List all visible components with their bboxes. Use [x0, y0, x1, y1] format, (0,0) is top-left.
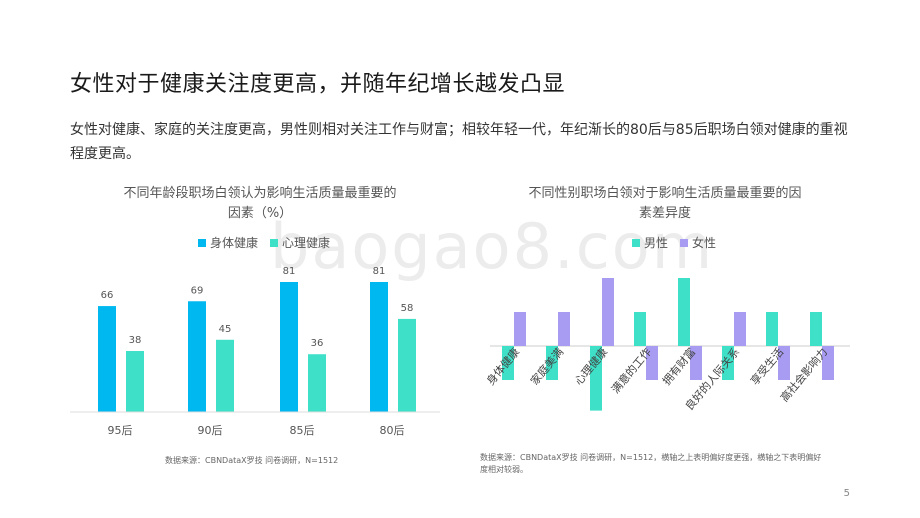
- legend-item-mental: 心理健康: [270, 234, 330, 251]
- legend-label-male: 男性: [644, 236, 669, 250]
- left-chart-title-line2: 因素（%）: [227, 206, 293, 221]
- page-number: 5: [843, 488, 850, 499]
- right-legend: 男性 女性: [632, 234, 716, 251]
- bar-85后-心理健康: [308, 354, 326, 412]
- legend-swatch-male: [632, 238, 640, 247]
- bar-80后-身体健康: [370, 282, 388, 412]
- bar-良好的人际关系-女性: [734, 312, 746, 346]
- bar-满意的工作-女性: [646, 346, 658, 380]
- bar-85后-身体健康: [280, 282, 298, 412]
- bar-身体健康-男性: [502, 346, 514, 380]
- legend-label-female: 女性: [692, 236, 717, 250]
- bar-90后-心理健康: [216, 339, 234, 412]
- bar-value-label: 66: [101, 290, 114, 301]
- bar-value-label: 58: [401, 303, 414, 314]
- legend-item-female: 女性: [680, 234, 716, 251]
- left-chart-title-line1: 不同年龄段职场白领认为影响生活质量最重要的: [123, 186, 397, 201]
- right-chart-title-line1: 不同性别职场白领对于影响生活质量最重要的因: [528, 186, 802, 201]
- watermark: baogao8.com: [270, 210, 715, 283]
- bar-value-label: 45: [219, 324, 232, 335]
- legend-swatch-female: [680, 238, 689, 247]
- intro-text: 女性对健康、家庭的关注度更高，男性则相对关注工作与财富；相较年轻一代，年纪渐长的…: [70, 122, 848, 162]
- left-source-note: 数据来源：CBNDataX罗技 问卷调研，N=1512: [165, 456, 339, 465]
- bar-value-label: 81: [283, 266, 296, 277]
- x-tick-label: 90后: [198, 424, 223, 437]
- legend-label-mental: 心理健康: [282, 236, 331, 250]
- right-chart-title-line2: 素差异度: [638, 206, 691, 221]
- legend-label-physical: 身体健康: [210, 236, 259, 250]
- x-tick-label: 85后: [290, 424, 315, 437]
- right-source-note: 数据来源：CBNDataX罗技 问卷调研，N=1512，横轴之上表明偏好度更强，…: [480, 452, 860, 476]
- bar-value-label: 36: [311, 338, 324, 349]
- legend-swatch-teal: [270, 238, 279, 247]
- bar-value-label: 38: [129, 335, 142, 346]
- bar-95后-心理健康: [126, 351, 144, 412]
- bar-90后-身体健康: [188, 301, 206, 412]
- bar-享受生活-男性: [766, 312, 778, 346]
- right-source-line2: 度相对较弱。: [480, 465, 528, 474]
- right-chart-title: 不同性别职场白领对于影响生活质量最重要的因 素差异度: [505, 184, 825, 224]
- right-source-line1: 数据来源：CBNDataX罗技 问卷调研，N=1512，横轴之上表明偏好度更强，…: [480, 453, 822, 462]
- bar-value-label: 69: [191, 285, 204, 296]
- legend-item-male: 男性: [632, 234, 668, 251]
- bar-高社会影响力-男性: [810, 312, 822, 346]
- left-chart-title: 不同年龄段职场白领认为影响生活质量最重要的 因素（%）: [90, 184, 430, 224]
- legend-swatch-blue: [198, 238, 206, 247]
- bar-心理健康-男性: [590, 346, 602, 411]
- left-bar-chart: 66 38 95后 69 45 90后 81 36 85后 81 58 80后: [70, 266, 440, 437]
- bar-高社会影响力-女性: [822, 346, 834, 380]
- bar-80后-心理健康: [398, 318, 416, 412]
- bar-身体健康-女性: [514, 312, 526, 346]
- bar-家庭美满-女性: [558, 312, 570, 346]
- bar-value-label: 81: [373, 266, 386, 277]
- legend-item-physical: 身体健康: [198, 234, 258, 251]
- bar-拥有财富-女性: [690, 346, 702, 380]
- bar-良好的人际关系-男性: [722, 346, 734, 380]
- bar-满意的工作-男性: [634, 312, 646, 346]
- bar-95后-身体健康: [98, 306, 116, 412]
- x-tick-label: 80后: [380, 424, 405, 437]
- left-legend: 身体健康 心理健康: [198, 234, 330, 251]
- page-title: 女性对于健康关注度更高，并随年纪增长越发凸显: [70, 72, 566, 97]
- x-tick-label: 95后: [108, 424, 133, 437]
- bar-拥有财富-男性: [678, 278, 690, 346]
- bar-心理健康-女性: [602, 278, 614, 346]
- bar-享受生活-女性: [778, 346, 790, 380]
- bar-家庭美满-男性: [546, 346, 558, 380]
